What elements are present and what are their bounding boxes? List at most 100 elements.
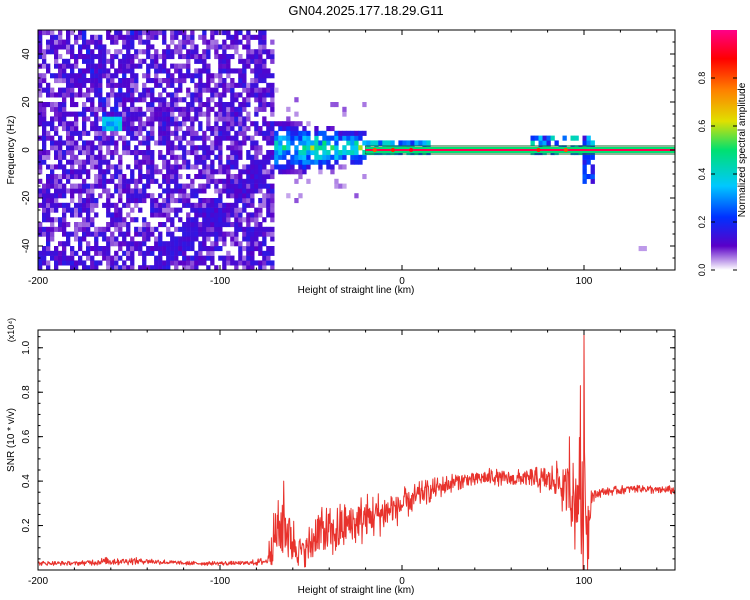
spectrogram-cell	[574, 135, 579, 141]
spectrogram-cell	[278, 169, 283, 175]
spectrogram-cell	[238, 140, 243, 146]
spectrogram-cell	[106, 255, 111, 261]
spectrogram-cell	[90, 63, 95, 69]
spectrogram-cell	[302, 130, 307, 136]
spectrogram-cell	[346, 140, 351, 146]
spectrogram-cell	[278, 154, 283, 160]
spectrogram-cell	[150, 250, 155, 256]
spectrogram-cell	[126, 87, 131, 93]
spectrogram-cell	[198, 54, 203, 60]
spectrogram-cell	[78, 183, 83, 189]
spectrogram-cell	[254, 145, 259, 151]
spectrogram-cell	[266, 193, 271, 199]
spectrogram-cell	[338, 135, 343, 141]
spectrogram-cell	[58, 87, 63, 93]
spectrogram-cell	[194, 116, 199, 122]
spectrogram-cell	[238, 222, 243, 228]
spectrogram-cell	[250, 82, 255, 88]
spectrogram-cell	[314, 145, 319, 151]
spectrogram-cell	[106, 102, 111, 108]
spectrogram-cell	[42, 102, 47, 108]
spectrogram-cell	[86, 154, 91, 160]
spectrogram-cell	[190, 106, 195, 112]
spectrogram-cell	[350, 150, 355, 156]
spectrogram-cell	[266, 92, 271, 98]
spectrogram-cell	[178, 183, 183, 189]
spectrogram-cell	[70, 212, 75, 218]
spectrogram-cell	[134, 198, 139, 204]
spectrogram-cell	[158, 54, 163, 60]
spectrogram-cell	[42, 116, 47, 122]
spectrogram-cell	[70, 265, 75, 270]
spectrogram-cell	[94, 246, 99, 252]
spectrogram-cell	[86, 145, 91, 151]
spectrogram-cell	[118, 154, 123, 160]
spectrogram-cell	[194, 44, 199, 50]
spectrogram-cell	[122, 121, 127, 127]
spectrogram-cell	[158, 150, 163, 156]
spectrogram-cell	[234, 164, 239, 170]
spectrogram-cell	[78, 169, 83, 175]
spectrogram-cell	[246, 260, 251, 266]
spectrogram-cell	[258, 73, 263, 79]
spectrogram-cell	[218, 236, 223, 242]
spectrogram-cell	[170, 78, 175, 84]
spectrogram-cell	[242, 102, 247, 108]
spectrogram-cell	[46, 250, 51, 256]
spectrogram-cell	[194, 159, 199, 165]
spectrogram-cell	[358, 130, 363, 136]
spectrogram-cell	[206, 236, 211, 242]
spectrogram-cell	[130, 111, 135, 117]
spectrogram-cell	[122, 63, 127, 69]
spectrogram-cell	[162, 202, 167, 208]
spectrogram-cell	[198, 87, 203, 93]
spectrogram-cell	[98, 246, 103, 252]
spectrogram-cell	[82, 159, 87, 165]
spectrogram-cell	[90, 97, 95, 103]
spectrogram-cell	[106, 241, 111, 247]
spectrogram-cell	[238, 260, 243, 266]
spectrogram-cell	[274, 145, 279, 151]
spectrogram-cell	[94, 164, 99, 170]
spectrogram-cell	[130, 130, 135, 136]
spectrogram-cell	[118, 207, 123, 213]
spectrogram-cell	[166, 178, 171, 184]
spectrogram-cell	[82, 145, 87, 151]
spectrogram-cell	[134, 217, 139, 223]
spectrogram-cell	[206, 97, 211, 103]
spectrogram-cell	[298, 159, 303, 165]
spectrogram-cell	[226, 178, 231, 184]
spectrogram-cell	[110, 212, 115, 218]
spectrogram-cell	[262, 183, 267, 189]
spectrogram-cell	[46, 63, 51, 69]
spectrogram-cell	[42, 106, 47, 112]
spectrogram-cell	[182, 265, 187, 270]
spectrogram-cell	[186, 236, 191, 242]
spectrogram-cell	[234, 44, 239, 50]
spectrogram-cell	[330, 102, 335, 108]
spectrogram-cell	[142, 150, 147, 156]
spectrogram-cell	[278, 135, 283, 141]
spectrogram-cell	[70, 92, 75, 98]
spectrogram-cell	[146, 250, 151, 256]
spectrogram-cell	[170, 111, 175, 117]
spectrogram-cell	[94, 121, 99, 127]
spectrogram-cell	[150, 198, 155, 204]
spectrogram-cell	[162, 207, 167, 213]
spectrogram-cell	[154, 241, 159, 247]
spectrogram-cell	[38, 49, 43, 55]
spectrogram-cell	[170, 217, 175, 223]
spectrogram-cell	[134, 130, 139, 136]
spectrogram-cell	[178, 82, 183, 88]
spectrogram-cell	[242, 246, 247, 252]
spectrogram-cell	[206, 250, 211, 256]
spectrogram-cell	[230, 183, 235, 189]
spectrogram-cell	[230, 231, 235, 237]
spectrogram-cell	[142, 236, 147, 242]
spectrogram-cell	[70, 82, 75, 88]
spectrogram-cell	[538, 135, 543, 141]
spectrogram-cell	[190, 260, 195, 266]
spectrogram-cell	[106, 135, 111, 141]
spectrogram-cell	[270, 87, 275, 93]
spectrogram-cell	[174, 255, 179, 261]
